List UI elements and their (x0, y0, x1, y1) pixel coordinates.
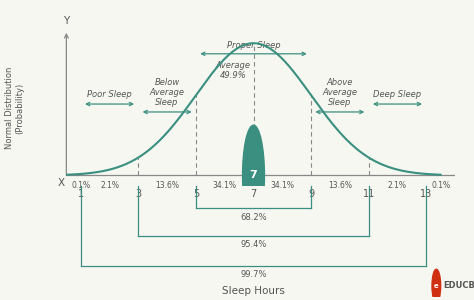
Text: Poor Sleep: Poor Sleep (87, 90, 132, 99)
Text: 34.1%: 34.1% (213, 181, 237, 190)
Text: Proper Sleep: Proper Sleep (227, 41, 280, 50)
Text: 0.1%: 0.1% (71, 181, 91, 190)
Text: 68.2%: 68.2% (240, 213, 267, 222)
Text: Average
49.9%: Average 49.9% (216, 61, 251, 80)
Text: 13.6%: 13.6% (328, 181, 352, 190)
Text: 7: 7 (250, 170, 257, 180)
Text: e: e (434, 283, 439, 289)
Text: Above
Average
Sleep: Above Average Sleep (322, 78, 357, 107)
Text: Normal Distribution
(Probability): Normal Distribution (Probability) (5, 67, 24, 149)
Text: Deep Sleep: Deep Sleep (374, 90, 421, 99)
Text: X: X (58, 178, 65, 188)
Text: Y: Y (63, 16, 70, 26)
Circle shape (432, 269, 441, 300)
Text: 13.6%: 13.6% (155, 181, 179, 190)
Circle shape (243, 125, 264, 226)
Text: 0.1%: 0.1% (431, 181, 450, 190)
Text: 99.7%: 99.7% (240, 270, 267, 279)
Text: 2.1%: 2.1% (100, 181, 119, 190)
Text: 95.4%: 95.4% (240, 240, 267, 249)
Text: Sleep Hours: Sleep Hours (222, 286, 285, 296)
Text: 34.1%: 34.1% (270, 181, 294, 190)
Text: EDUCBA: EDUCBA (444, 281, 474, 290)
Text: 2.1%: 2.1% (388, 181, 407, 190)
Text: Below
Average
Sleep: Below Average Sleep (150, 78, 185, 107)
